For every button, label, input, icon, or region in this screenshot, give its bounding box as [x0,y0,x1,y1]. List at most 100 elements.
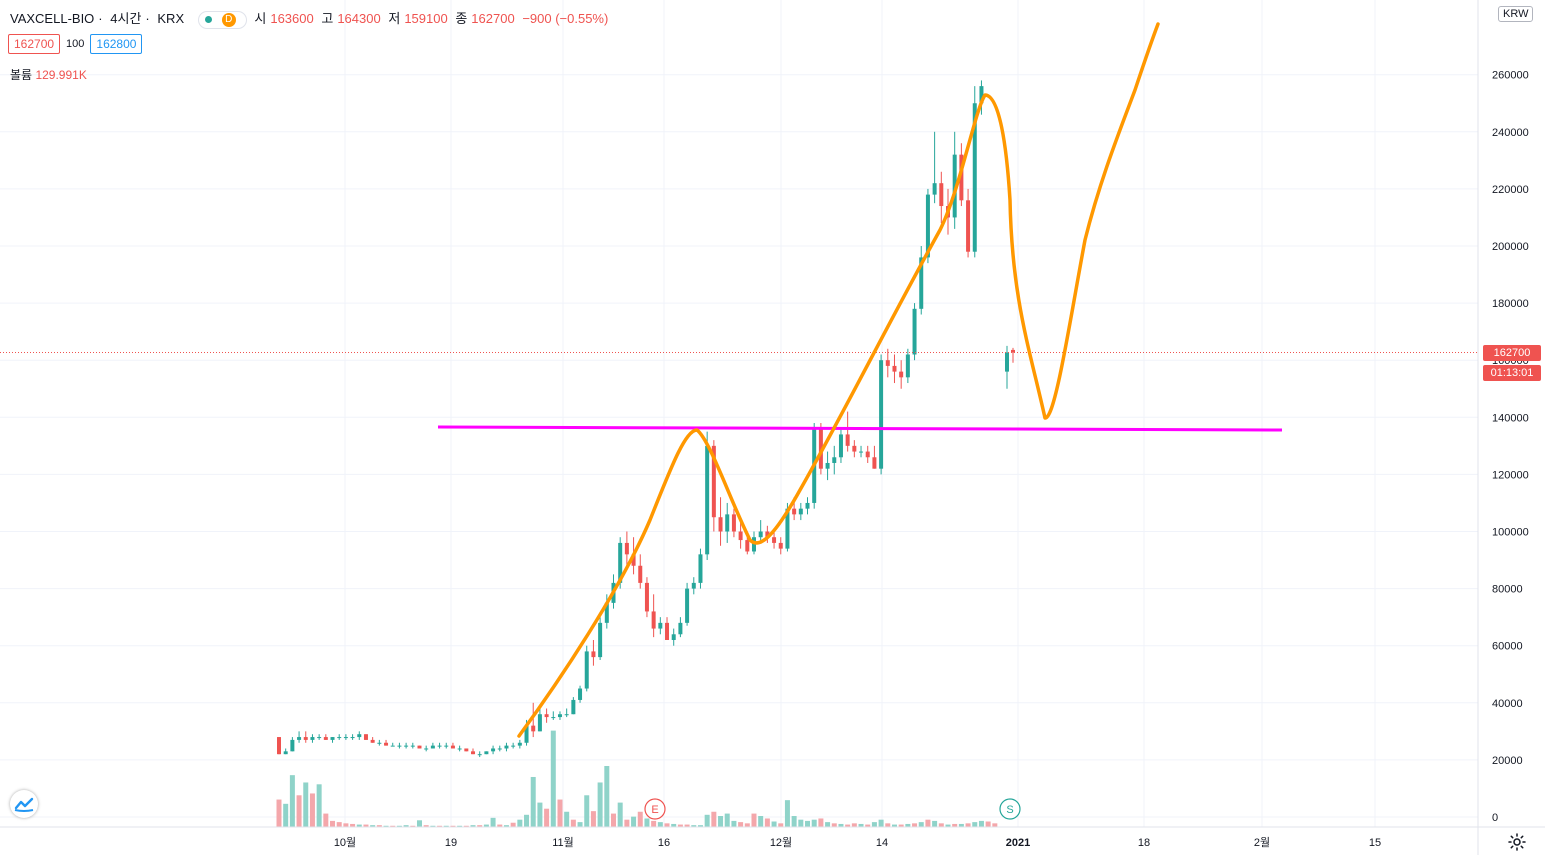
logo-icon [14,797,34,812]
volume-bar [497,824,503,827]
split-marker[interactable]: S [999,798,1021,820]
candle-body [283,751,288,755]
volume-bar [390,825,396,827]
market-status[interactable]: D [197,10,247,29]
candle-body [879,360,884,469]
candle-body [524,725,529,743]
volume-bar [731,820,737,827]
candle-body [598,622,603,658]
candle-body [925,194,930,258]
time-axis[interactable]: 10월 19 11월 16 12월 14 2021 18 2월 15 [0,826,1545,849]
candle-body [678,622,683,635]
candle-body [397,745,402,747]
volume-bar [925,819,931,827]
volume-bar [912,823,918,827]
volume-bar [637,811,643,827]
close-value: 162700 [471,11,515,26]
candle-body [497,748,502,750]
volume-bar [597,782,603,827]
volume-bar [544,808,550,827]
candle-body [838,434,843,458]
volume-bar [350,823,356,827]
earnings-marker[interactable]: E [644,798,666,820]
volume-bar [537,802,543,827]
candle-body [290,739,295,752]
candle-body [437,745,442,747]
y-tick-4: 80000 [1492,584,1523,596]
volume-bar [885,823,891,827]
volume-bar [336,822,342,827]
candle-body [424,748,429,750]
symbol-name[interactable]: VAXCELL-BIO [10,11,95,26]
open-label: 시 [254,11,267,26]
candle-body [484,751,489,755]
quantity-value[interactable]: 100 [66,38,85,50]
candle-body [698,554,703,583]
interval-label[interactable]: 4시간 [110,11,142,26]
volume-bar [356,824,362,827]
volume-bar [831,823,837,827]
candle-body [384,742,389,746]
candle-body [604,602,609,623]
volume-label[interactable]: 볼륨 [10,68,33,82]
candle-body [591,651,596,658]
volume-bar [972,822,978,827]
candle-body [785,508,790,549]
candle-body [758,531,763,538]
candle-body [323,737,328,740]
projection-curve-drawing[interactable] [517,22,1160,738]
support-line-drawing[interactable] [437,425,1283,432]
volume-bar [396,825,402,827]
close-label: 종 [455,11,468,26]
volume-bar [550,730,556,827]
buy-button[interactable]: 162800 [90,34,143,54]
y-tick-9: 180000 [1492,298,1529,310]
candle-body [772,537,777,543]
candle-body [363,734,368,740]
currency-label[interactable]: KRW [1498,6,1534,22]
candle-body [765,531,770,538]
y-tick-3: 60000 [1492,641,1523,653]
volume-bar [570,819,576,827]
tradingview-logo[interactable] [10,790,38,818]
candle-body [638,565,643,583]
price-axis[interactable]: 0 20000 40000 60000 80000 100000 120000 140000 1… [1477,0,1529,855]
y-tick-6: 120000 [1492,469,1529,481]
volume-bar [978,820,984,827]
candle-body [979,86,984,104]
candle-body [551,717,556,719]
candle-body [792,508,797,515]
exchange-label: KRX [157,11,185,26]
volume-bar [450,825,456,827]
candle-body [885,360,890,366]
volume-bar [276,799,282,827]
volume-bar [530,776,536,827]
candle-body [337,737,342,739]
volume-bar [657,822,663,827]
volume-bar [503,825,509,827]
candle-body [778,542,783,549]
candle-body [912,308,917,355]
volume-bar [383,825,389,827]
volume-bar [423,825,429,827]
candle-body [404,745,409,747]
candle-body [343,737,348,739]
volume-bar [958,823,964,827]
candle-body [537,714,542,732]
candle-body [939,183,944,207]
volume-bar [992,823,998,827]
volume-bar [985,821,991,827]
sell-button[interactable]: 162700 [8,34,61,54]
y-tick-5: 100000 [1492,527,1529,539]
candle-body [390,745,395,747]
x-tick-5: 14 [876,837,888,849]
volume-bar [363,824,369,827]
split-marker-label: S [1006,804,1013,816]
trade-panel: 162700 100 162800 [8,34,143,54]
settings-gear-icon[interactable] [1507,832,1527,852]
candle-body [658,622,663,629]
volume-bar [838,823,844,827]
candle-body [872,457,877,469]
candle-body [504,745,509,749]
